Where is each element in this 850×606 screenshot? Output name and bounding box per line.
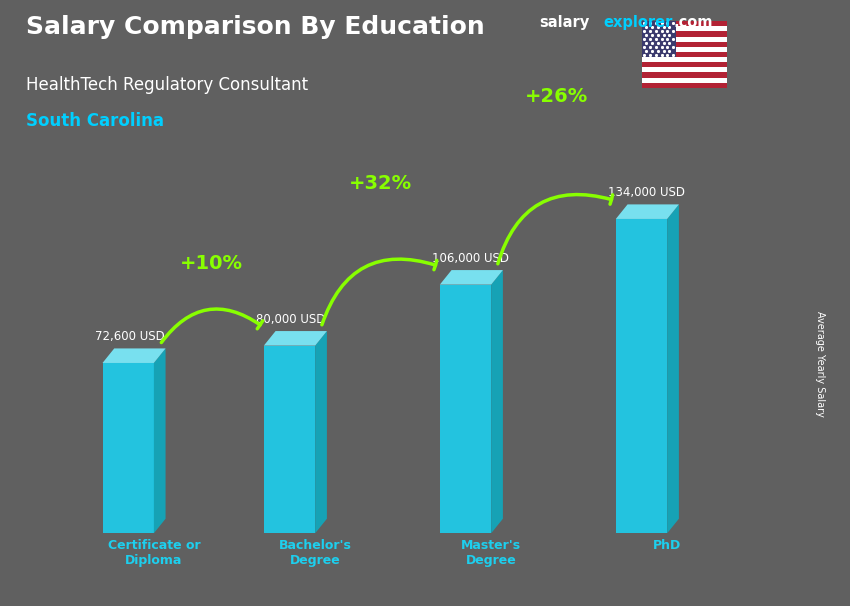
Polygon shape [616, 219, 667, 533]
Text: Salary Comparison By Education: Salary Comparison By Education [26, 15, 484, 39]
Polygon shape [264, 345, 315, 533]
Polygon shape [439, 270, 503, 285]
Polygon shape [439, 285, 491, 533]
Text: 80,000 USD: 80,000 USD [257, 313, 326, 325]
Text: .com: .com [673, 15, 712, 30]
Text: HealthTech Regulatory Consultant: HealthTech Regulatory Consultant [26, 76, 308, 94]
Polygon shape [667, 204, 679, 533]
Text: South Carolina: South Carolina [26, 112, 163, 130]
Bar [642, 21, 676, 57]
Text: 134,000 USD: 134,000 USD [609, 186, 685, 199]
Bar [642, 36, 727, 42]
Bar [642, 42, 727, 47]
Polygon shape [154, 348, 166, 533]
Bar [642, 83, 727, 88]
Bar [642, 21, 727, 26]
Text: Average Yearly Salary: Average Yearly Salary [815, 311, 825, 416]
Bar [642, 47, 727, 52]
Bar [642, 73, 727, 78]
Polygon shape [264, 331, 327, 345]
Text: 106,000 USD: 106,000 USD [433, 251, 509, 265]
Polygon shape [103, 348, 166, 363]
Bar [642, 26, 727, 32]
Text: explorer: explorer [604, 15, 673, 30]
Text: +26%: +26% [524, 87, 588, 105]
Bar [642, 67, 727, 73]
Text: +32%: +32% [348, 174, 412, 193]
Text: PhD: PhD [653, 539, 682, 552]
Text: +10%: +10% [180, 253, 243, 273]
Bar [642, 52, 727, 57]
Bar [642, 78, 727, 83]
Bar [642, 32, 727, 36]
Text: Certificate or
Diploma: Certificate or Diploma [107, 539, 200, 567]
Polygon shape [315, 331, 327, 533]
Bar [642, 62, 727, 67]
Bar [642, 57, 727, 62]
Polygon shape [103, 363, 154, 533]
Text: Master's
Degree: Master's Degree [461, 539, 521, 567]
Polygon shape [491, 270, 503, 533]
Polygon shape [616, 204, 679, 219]
Text: salary: salary [540, 15, 590, 30]
Text: 72,600 USD: 72,600 USD [95, 330, 165, 343]
Text: Bachelor's
Degree: Bachelor's Degree [279, 539, 352, 567]
